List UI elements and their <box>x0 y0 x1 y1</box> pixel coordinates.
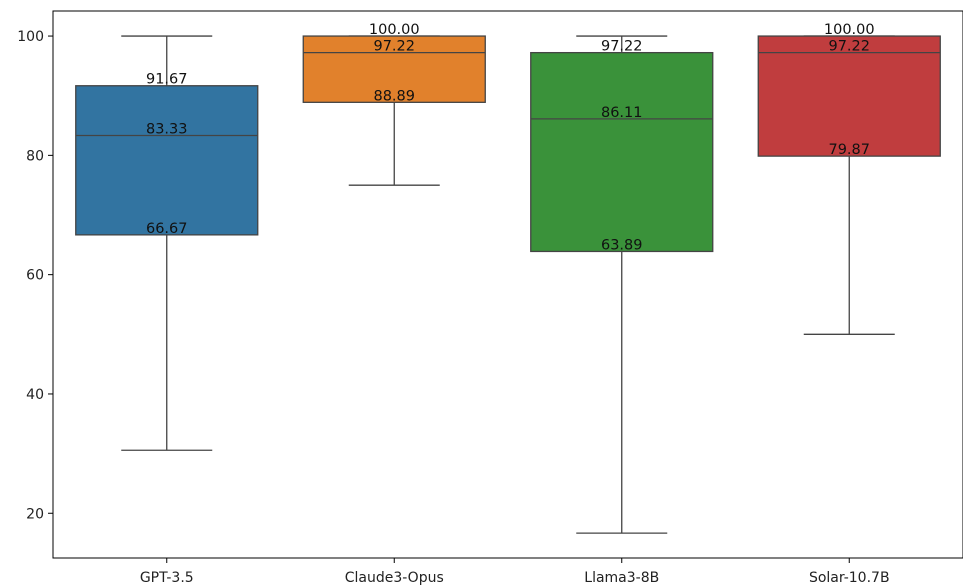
y-tick-label: 60 <box>26 268 44 284</box>
data-label: 88.89 <box>373 88 415 104</box>
data-label: 83.33 <box>146 121 188 137</box>
box-llama3-8b <box>530 51 714 253</box>
data-label: 97.22 <box>373 39 415 55</box>
y-tick-label: 80 <box>26 148 44 164</box>
annotations-layer: 91.6783.3366.67100.0097.2288.8997.2286.1… <box>146 22 875 253</box>
y-tick-label: 100 <box>17 29 44 45</box>
box-gpt-3-5 <box>75 85 259 236</box>
data-label: 100.00 <box>824 22 875 38</box>
data-label: 79.87 <box>828 142 870 158</box>
x-tick-label: GPT-3.5 <box>140 570 194 586</box>
x-tick-label: Claude3-Opus <box>345 570 444 586</box>
x-tick-label: Llama3-8B <box>584 570 659 586</box>
x-tick-label: Solar-10.7B <box>809 570 890 586</box>
box-claude3-opus <box>302 35 486 103</box>
data-label: 91.67 <box>146 72 188 88</box>
data-label: 86.11 <box>601 105 643 121</box>
y-axis: 20 40 60 80 100 <box>17 29 53 522</box>
data-label: 100.00 <box>369 22 420 38</box>
y-tick-label: 20 <box>26 506 44 522</box>
data-label: 97.22 <box>828 39 870 55</box>
data-label: 66.67 <box>146 221 188 237</box>
box-solar-10-7b <box>757 35 941 157</box>
boxes-layer <box>75 35 941 534</box>
data-label: 63.89 <box>601 237 643 253</box>
data-label: 97.22 <box>601 39 643 55</box>
x-axis: GPT-3.5 Claude3-Opus Llama3-8B Solar-10.7B <box>140 558 890 586</box>
y-tick-label: 40 <box>26 387 44 403</box>
